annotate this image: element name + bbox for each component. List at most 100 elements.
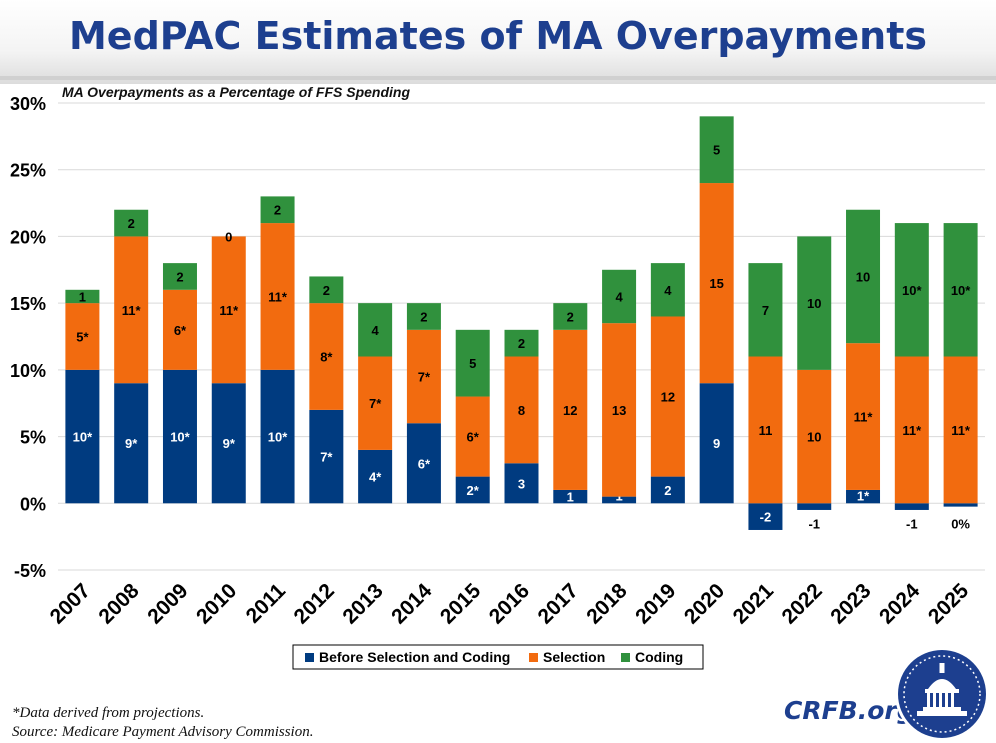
bar-segment — [65, 303, 100, 370]
y-tick-label: 25% — [10, 161, 46, 181]
bar-segment — [650, 316, 685, 477]
data-label: 10* — [951, 283, 971, 298]
source-footnote: Source: Medicare Payment Advisory Commis… — [12, 724, 314, 740]
legend-swatch — [305, 653, 314, 662]
data-label: 12 — [661, 390, 675, 405]
data-label: 2 — [518, 336, 525, 351]
bar-segment — [894, 356, 929, 504]
bar-segment — [943, 503, 978, 507]
x-tick-label: 2019 — [631, 579, 680, 628]
data-label: 10* — [902, 283, 922, 298]
bar-segment — [553, 489, 588, 504]
bar-segment — [260, 196, 295, 224]
bar-segment — [504, 356, 539, 464]
data-label: 7* — [369, 396, 382, 411]
bar-segment — [846, 343, 881, 490]
x-tick-label: 2017 — [534, 579, 583, 628]
data-label: 11 — [759, 423, 773, 438]
x-tick-label: 2010 — [192, 579, 241, 628]
bar-segment — [406, 423, 441, 504]
data-label: -1 — [808, 516, 820, 531]
bar-segment — [309, 276, 344, 304]
bar-segment — [699, 183, 734, 384]
bar-segment — [162, 369, 197, 504]
bar-segment — [309, 409, 344, 504]
chart-title: MedPAC Estimates of MA Overpayments — [68, 14, 928, 58]
data-label: 1* — [857, 488, 870, 503]
x-tick-label: 2015 — [436, 579, 486, 629]
data-label: 4 — [664, 283, 672, 298]
bar-segment — [846, 489, 881, 504]
bar-segment — [260, 223, 295, 370]
legend-swatch — [621, 653, 630, 662]
data-label: 2 — [567, 309, 574, 324]
data-label: 8 — [518, 403, 525, 418]
x-tick-label: 2023 — [826, 579, 875, 628]
bar-segment — [114, 383, 149, 504]
data-label: 2* — [467, 483, 480, 498]
data-label: 1 — [567, 490, 574, 505]
legend-label: Selection — [543, 649, 605, 665]
bar-segment — [455, 476, 490, 504]
legend-label: Coding — [635, 649, 683, 665]
bar-segment — [65, 289, 100, 304]
data-label: 1 — [79, 289, 86, 304]
bar-segment — [260, 369, 295, 504]
x-tick-label: 2025 — [924, 579, 974, 629]
bar-segment — [797, 503, 832, 510]
x-tick-label: 2020 — [680, 579, 729, 628]
bar-segment — [748, 263, 783, 357]
data-label: 4 — [615, 289, 623, 304]
title-divider — [0, 76, 996, 80]
y-tick-label: 15% — [10, 294, 46, 314]
data-label: 4* — [369, 470, 382, 485]
data-label: 2 — [664, 483, 671, 498]
data-label: 10 — [807, 296, 821, 311]
bar-segment — [114, 236, 149, 384]
x-tick-label: 2014 — [387, 579, 437, 629]
title-band — [0, 0, 996, 84]
data-label: 7 — [762, 303, 769, 318]
data-label: 5 — [713, 143, 720, 158]
data-label: 9 — [713, 436, 720, 451]
x-tick-label: 2012 — [290, 579, 339, 628]
y-tick-label: 5% — [20, 428, 46, 448]
bar-segment — [114, 209, 149, 237]
data-label: 0 — [225, 229, 232, 244]
data-label: 10 — [807, 430, 821, 445]
y-tick-label: 10% — [10, 361, 46, 381]
data-label: 7* — [418, 370, 431, 385]
x-tick-label: 2016 — [485, 579, 534, 628]
bar-segment — [211, 383, 246, 504]
data-label: 4 — [372, 323, 380, 338]
x-tick-label: 2008 — [94, 579, 144, 629]
y-tick-label: -5% — [14, 561, 46, 581]
data-label: 11* — [268, 289, 288, 304]
data-label: 6* — [418, 456, 431, 471]
bar-segment — [797, 369, 832, 504]
data-label: 11* — [951, 423, 971, 438]
data-label: 10 — [856, 269, 870, 284]
legend-label: Before Selection and Coding — [319, 649, 510, 665]
x-tick-label: 2013 — [338, 579, 387, 628]
data-label: 9* — [223, 436, 236, 451]
data-label: 15 — [709, 276, 723, 291]
data-label: 0% — [951, 516, 970, 531]
bar-segment — [211, 236, 246, 384]
y-tick-label: 0% — [20, 494, 46, 514]
data-label: 2 — [420, 309, 427, 324]
brand-link[interactable]: CRFB.org — [784, 696, 915, 725]
data-label: 10* — [170, 430, 190, 445]
capitol-seal-icon — [895, 647, 989, 741]
data-label: 5 — [469, 356, 476, 371]
data-label: 11* — [122, 303, 142, 318]
bar-segment — [358, 449, 393, 504]
bar-segment — [455, 396, 490, 477]
bar-segment — [553, 329, 588, 490]
bar-segment — [406, 329, 441, 424]
bar-segment — [797, 236, 832, 370]
data-label: 11* — [854, 410, 874, 425]
data-label: 7* — [320, 450, 333, 465]
bar-segment — [602, 269, 637, 324]
